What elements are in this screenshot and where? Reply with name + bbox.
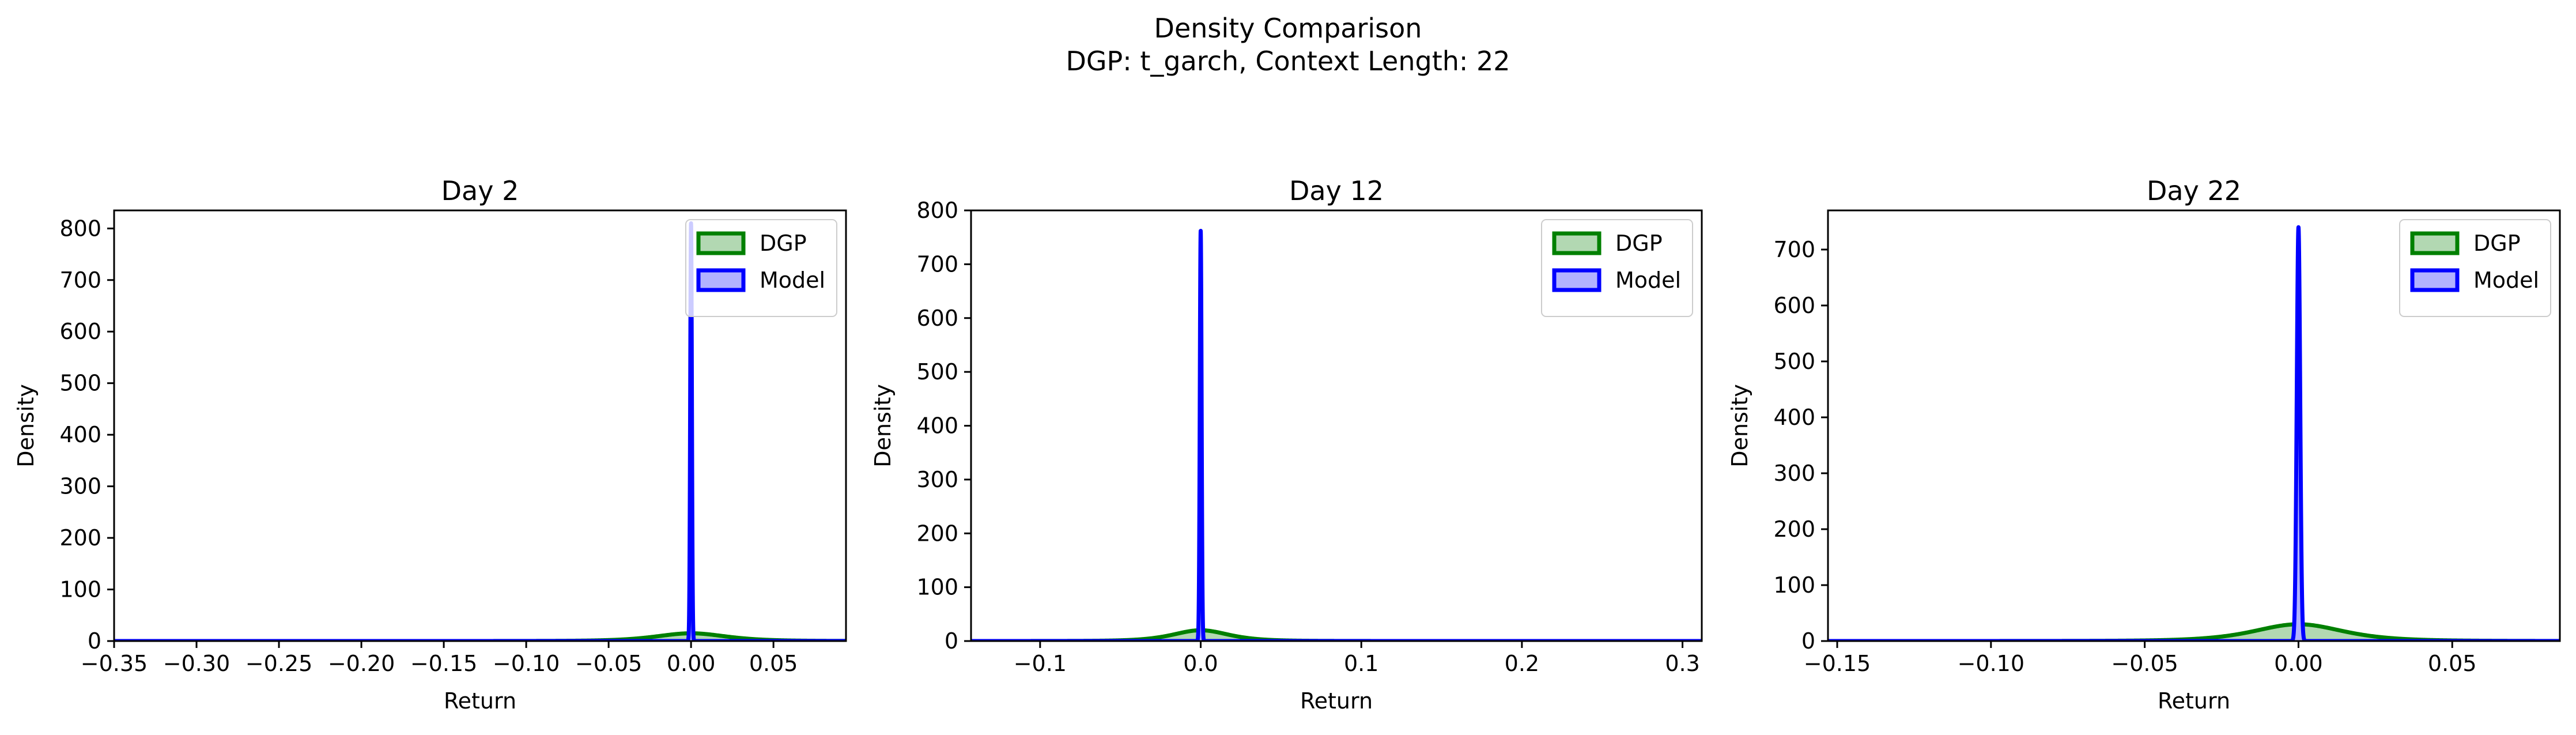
dgp-legend-swatch: [696, 231, 746, 255]
x-tick-label: −0.10: [493, 651, 560, 676]
y-axis-label: Density: [13, 384, 39, 467]
y-tick-label: 300: [59, 474, 101, 499]
x-tick-label: 0.00: [667, 651, 716, 676]
x-tick-label: −0.25: [245, 651, 312, 676]
y-tick-label: 100: [59, 577, 101, 602]
dgp-legend-label: DGP: [760, 231, 807, 256]
y-tick-label: 500: [1773, 349, 1815, 374]
dgp-legend-label: DGP: [2473, 231, 2521, 256]
legend: DGP Model: [2399, 219, 2551, 317]
subplot-3: −0.15 −0.10 −0.05 0.00 0.05 0 100 200 300 400 500 6…: [1727, 175, 2561, 714]
subplot-1: −0.35 −0.30 −0.25 −0.20 −0.15 −0.10 −0.05 0.00 0…: [13, 175, 847, 714]
axes-frame: [1827, 209, 2561, 642]
figure-subtitle: DGP: t_garch, Context Length: 22: [1066, 46, 1510, 77]
y-tick-label: 100: [1773, 572, 1815, 598]
x-tick-label: −0.05: [2111, 651, 2178, 676]
y-tick-label: 400: [59, 422, 101, 447]
x-tick-label: 0.3: [1665, 651, 1699, 676]
y-tick-label: 0: [88, 628, 101, 654]
x-tick-label: −0.1: [1014, 651, 1067, 676]
y-tick-label: 400: [916, 413, 958, 439]
y-tick-label: 200: [59, 525, 101, 551]
y-tick-label: 600: [916, 306, 958, 331]
x-tick-label: −0.15: [1804, 651, 1871, 676]
figure-title: Density Comparison: [1154, 13, 1422, 44]
subplot-title: Day 12: [1289, 175, 1384, 206]
model-legend-label: Model: [1615, 267, 1681, 293]
dgp-legend-label: DGP: [1615, 231, 1663, 256]
y-tick-label: 200: [916, 521, 958, 546]
y-tick-label: 0: [945, 628, 958, 654]
y-tick-label: 700: [59, 267, 101, 293]
x-tick-label: 0.0: [1183, 651, 1218, 676]
dgp-density-line: [1828, 622, 2560, 641]
y-tick-label: 300: [1773, 461, 1815, 486]
x-tick-label: 0.05: [749, 651, 798, 676]
y-tick-label: 700: [916, 251, 958, 277]
x-tick-label: −0.30: [163, 651, 230, 676]
model-legend-swatch: [1552, 268, 1601, 292]
y-tick-label: 100: [916, 575, 958, 600]
x-tick-label: −0.05: [575, 651, 642, 676]
y-tick-label: 200: [1773, 517, 1815, 542]
y-tick-label: 800: [916, 198, 958, 223]
legend: DGP Model: [1541, 219, 1693, 317]
subplot-title: Day 22: [2147, 175, 2241, 206]
model-legend-label: Model: [760, 267, 825, 293]
dgp-legend-swatch: [1552, 231, 1601, 255]
x-tick-label: −0.35: [81, 651, 148, 676]
y-axis-label: Density: [870, 384, 896, 467]
x-tick-label: −0.15: [410, 651, 477, 676]
y-tick-label: 300: [916, 467, 958, 492]
x-tick-label: −0.10: [1958, 651, 2024, 676]
x-tick-label: 0.00: [2274, 651, 2323, 676]
subplot-2: −0.1 0.0 0.1 0.2 0.3 0 100 200 300 400 500 600 700 80…: [870, 175, 1703, 714]
y-tick-label: 600: [59, 319, 101, 344]
model-legend-swatch: [696, 268, 746, 292]
y-tick-label: 600: [1773, 293, 1815, 318]
x-tick-label: 0.2: [1505, 651, 1539, 676]
axes-frame: [113, 209, 847, 642]
y-tick-label: 800: [59, 216, 101, 241]
y-tick-label: 500: [916, 359, 958, 385]
x-axis-label: Return: [2158, 688, 2230, 714]
subplot-title: Day 2: [441, 175, 519, 206]
x-tick-label: −0.20: [328, 651, 395, 676]
y-tick-label: 400: [1773, 405, 1815, 430]
dgp-legend-swatch: [2410, 231, 2460, 255]
subplot-panels: −0.35 −0.30 −0.25 −0.20 −0.15 −0.10 −0.05 0.00 0…: [13, 175, 2561, 714]
x-tick-label: 0.05: [2428, 651, 2477, 676]
x-tick-label: 0.1: [1344, 651, 1378, 676]
plot-area: [971, 228, 1702, 641]
y-tick-label: 0: [1801, 628, 1815, 654]
legend: DGP Model: [685, 219, 837, 317]
y-axis-label: Density: [1727, 384, 1752, 467]
y-tick-label: 700: [1773, 237, 1815, 262]
y-tick-label: 500: [59, 371, 101, 396]
x-axis-label: Return: [1300, 688, 1373, 714]
x-axis-label: Return: [444, 688, 516, 714]
model-legend-swatch: [2410, 268, 2460, 292]
model-legend-label: Model: [2473, 267, 2539, 293]
